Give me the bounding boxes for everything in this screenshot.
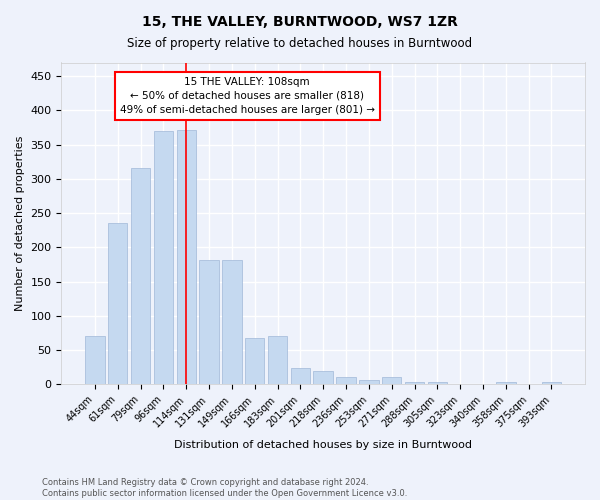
Bar xyxy=(382,376,401,384)
Y-axis label: Number of detached properties: Number of detached properties xyxy=(15,136,25,311)
Bar xyxy=(496,382,515,384)
Bar xyxy=(222,260,242,384)
Bar xyxy=(108,222,127,384)
Bar xyxy=(268,336,287,384)
Bar xyxy=(428,382,447,384)
Bar xyxy=(290,368,310,384)
X-axis label: Distribution of detached houses by size in Burntwood: Distribution of detached houses by size … xyxy=(174,440,472,450)
Text: Contains HM Land Registry data © Crown copyright and database right 2024.
Contai: Contains HM Land Registry data © Crown c… xyxy=(42,478,407,498)
Bar xyxy=(199,260,219,384)
Bar xyxy=(337,376,356,384)
Bar xyxy=(85,336,104,384)
Bar xyxy=(405,382,424,384)
Bar xyxy=(131,168,150,384)
Text: Size of property relative to detached houses in Burntwood: Size of property relative to detached ho… xyxy=(127,38,473,51)
Text: 15 THE VALLEY: 108sqm
← 50% of detached houses are smaller (818)
49% of semi-det: 15 THE VALLEY: 108sqm ← 50% of detached … xyxy=(120,77,375,115)
Bar xyxy=(154,131,173,384)
Bar xyxy=(313,370,333,384)
Text: 15, THE VALLEY, BURNTWOOD, WS7 1ZR: 15, THE VALLEY, BURNTWOOD, WS7 1ZR xyxy=(142,15,458,29)
Bar xyxy=(176,130,196,384)
Bar xyxy=(542,382,561,384)
Bar xyxy=(359,380,379,384)
Bar xyxy=(245,338,265,384)
